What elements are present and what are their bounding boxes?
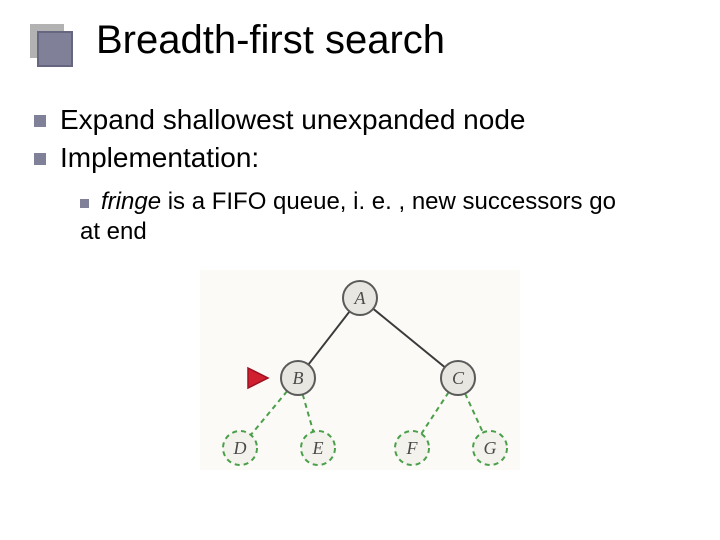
fringe-word: fringe: [101, 188, 161, 215]
bullet-text: Expand shallowest unexpanded node: [60, 104, 525, 136]
bullet-square-icon: [34, 115, 46, 127]
tree-node-label: C: [452, 368, 465, 388]
tree-node-label: E: [312, 438, 324, 458]
slide-title: Breadth-first search: [96, 18, 445, 63]
sub-bullet-text: fringe is a FIFO queue, i. e. , new succ…: [101, 188, 616, 216]
sub-bullet: fringe is a FIFO queue, i. e. , new succ…: [80, 188, 616, 216]
tree-node-label: A: [354, 288, 367, 308]
bullet-item: Expand shallowest unexpanded node: [34, 104, 525, 136]
sub-bullet-rest: is a FIFO queue, i. e. , new successors …: [161, 188, 616, 215]
bullet-text: Implementation:: [60, 142, 259, 174]
bullet-square-icon: [34, 153, 46, 165]
tree-node-label: G: [484, 438, 497, 458]
slide: { "title": { "text": "Breadth-first sear…: [0, 0, 720, 540]
title-ornament: [0, 0, 76, 70]
sub-bullet-text-line2: at end: [80, 218, 147, 246]
tree-node-label: D: [233, 438, 247, 458]
tree-node-label: F: [406, 438, 419, 458]
bullet-item: Implementation:: [34, 142, 259, 174]
bullet-square-icon: [80, 199, 89, 208]
tree-node-label: B: [293, 368, 304, 388]
bfs-tree-diagram: A B C D E F G: [200, 270, 520, 470]
